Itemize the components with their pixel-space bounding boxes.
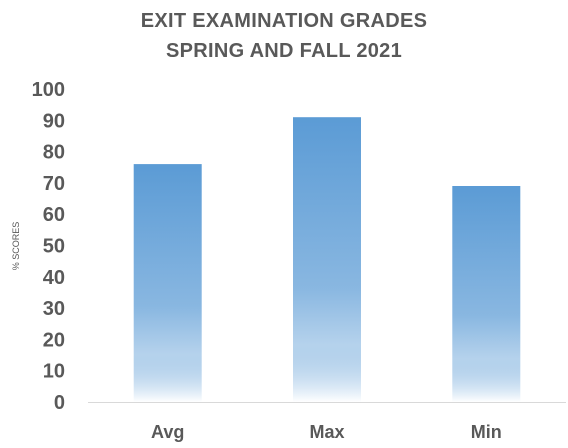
category-label-avg: Avg — [151, 422, 184, 442]
bar-avg — [133, 164, 202, 402]
y-tick-label: 20 — [43, 329, 65, 351]
y-tick-label: 40 — [43, 267, 65, 289]
chart-title-line-1: EXIT EXAMINATION GRADES — [140, 10, 428, 32]
y-tick-label: 60 — [43, 204, 65, 226]
category-label-max: Max — [309, 422, 344, 442]
y-tick-label: 50 — [43, 236, 65, 258]
y-axis-label: % SCORES — [11, 222, 21, 271]
bars-layer — [133, 117, 521, 402]
y-tick-label: 90 — [43, 110, 65, 132]
bar-min — [452, 186, 521, 402]
bar-max — [293, 117, 361, 402]
y-tick-label: 80 — [43, 142, 65, 164]
chart-title-line-2: SPRING AND FALL 2021 — [165, 40, 403, 62]
y-tick-labels: 0 10 20 30 40 50 60 70 80 90 100 — [32, 79, 65, 414]
y-tick-label: 30 — [43, 298, 65, 320]
category-labels: Avg Max Min — [151, 422, 502, 442]
y-tick-label: 0 — [54, 392, 65, 414]
y-tick-label: 10 — [43, 361, 65, 383]
category-label-min: Min — [471, 422, 502, 442]
y-tick-label: 100 — [32, 79, 65, 101]
y-tick-label: 70 — [43, 173, 65, 195]
